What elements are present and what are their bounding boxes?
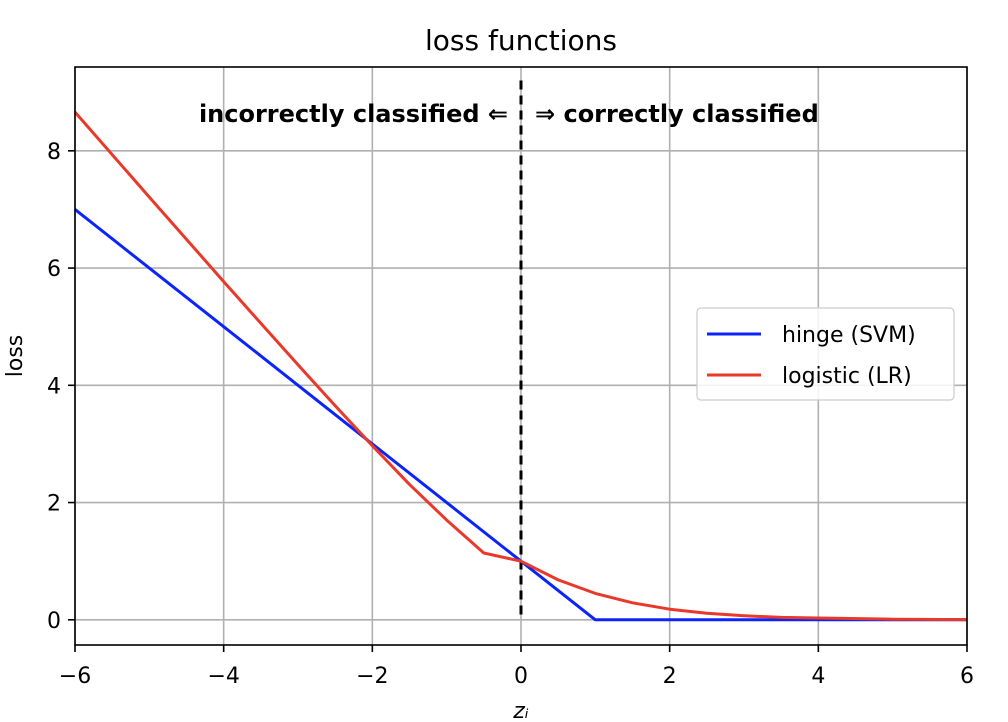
legend-box: [696, 307, 955, 401]
legend: hinge (SVM) logistic (LR): [696, 307, 955, 401]
x-tick-label: −6: [59, 664, 91, 689]
x-tick-label: 4: [811, 664, 825, 689]
annotation-incorrectly-classified: incorrectly classified ⇐: [199, 100, 508, 128]
x-tick-label: 2: [663, 664, 677, 689]
annotation-correctly-classified: ⇒ correctly classified: [535, 100, 819, 128]
y-tick-label: 4: [47, 374, 61, 399]
series-layer: [73, 111, 968, 622]
x-tick-label: −2: [356, 664, 388, 689]
chart-title: loss functions: [425, 24, 617, 57]
y-tick-label: 6: [47, 257, 61, 282]
y-tick-label: 0: [47, 609, 61, 634]
x-tick-label: −4: [207, 664, 239, 689]
legend-label-logistic: logistic (LR): [782, 364, 912, 389]
x-tick-label: 6: [960, 664, 974, 689]
logistic-line: [73, 111, 968, 622]
y-tick-label: 8: [47, 140, 61, 165]
x-tick-label: 0: [514, 664, 528, 689]
x-axis-label: zᵢ: [512, 699, 529, 722]
tick-layer: −6 −4 −2 0 2 4 6 0 2 4 6 8: [47, 140, 974, 689]
y-tick-label: 2: [47, 492, 61, 517]
y-axis-label: loss: [3, 335, 28, 378]
legend-label-hinge: hinge (SVM): [782, 323, 916, 348]
